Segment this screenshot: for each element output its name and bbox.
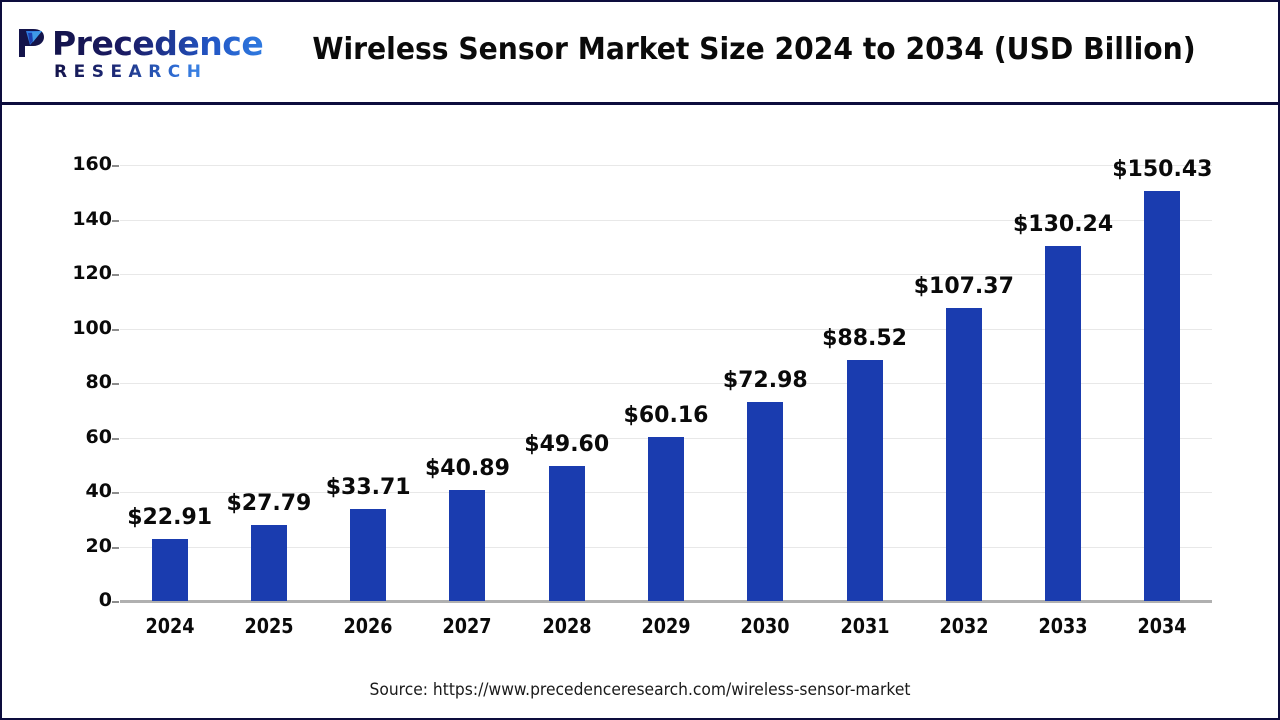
y-axis-tick-label: 20	[85, 534, 112, 557]
bar-value-label: $60.16	[623, 403, 709, 429]
precedence-research-logo: Precedence RESEARCH	[16, 24, 264, 86]
bar-value-label: $33.71	[325, 475, 411, 501]
x-axis-tick-label: 2033	[1038, 614, 1088, 638]
x-axis-tick-label: 2026	[343, 614, 393, 638]
bar	[548, 465, 585, 601]
gridline	[120, 383, 1212, 384]
bar	[350, 509, 387, 601]
bar-value-label: $27.79	[226, 491, 312, 517]
bar	[1144, 191, 1181, 601]
precedence-p-arrow-icon	[16, 26, 52, 60]
bar-value-label: $130.24	[1012, 212, 1114, 238]
y-axis-labels: 0 20 40 60 80 100 120 140 160	[40, 2, 112, 718]
bar-value-label: $150.43	[1112, 157, 1213, 183]
bar	[449, 489, 486, 601]
bar-series: $22.91 $27.79 $33.71 $40.89 $49.60 $60.16 $72.…	[120, 157, 1212, 601]
chart-header: Precedence RESEARCH Wireless Sensor Mark…	[2, 2, 1278, 105]
bar	[250, 525, 287, 601]
y-axis-tick-label: 0	[98, 589, 112, 611]
y-axis-tick-label: 60	[85, 425, 112, 448]
gridline	[120, 274, 1212, 275]
logo-subtitle: RESEARCH	[54, 62, 208, 82]
page-title: Wireless Sensor Market Size 2024 to 2034…	[312, 32, 1196, 67]
bar	[945, 308, 982, 601]
y-axis-tick-label: 120	[72, 262, 112, 284]
y-axis-tick-mark	[112, 437, 119, 440]
x-axis-tick-label: 2031	[840, 614, 890, 638]
y-axis-tick-label: 140	[72, 207, 112, 230]
logo-wordmark: Precedence	[52, 24, 264, 63]
x-axis-tick-label: 2029	[641, 614, 691, 638]
x-axis-tick-label: 2030	[740, 614, 790, 638]
x-axis-line	[120, 600, 1212, 603]
y-axis-tick-label: 160	[72, 153, 112, 175]
y-axis-tick-mark	[112, 165, 119, 167]
x-axis-tick-label: 2032	[939, 614, 989, 638]
bar	[747, 402, 784, 601]
y-axis-tick-mark	[112, 383, 119, 385]
bar-value-label: $49.60	[524, 431, 610, 457]
gridline	[120, 219, 1212, 221]
bar-value-label: $107.37	[913, 274, 1014, 300]
y-axis-tick-label: 80	[85, 371, 112, 393]
bar	[151, 538, 188, 601]
gridline	[120, 328, 1212, 330]
y-axis-tick-mark	[112, 328, 119, 331]
y-axis-tick-mark	[112, 274, 119, 276]
x-axis-tick-label: 2028	[542, 614, 592, 638]
y-axis-tick-mark	[112, 546, 119, 549]
bar	[1045, 246, 1082, 601]
bar	[846, 359, 883, 601]
x-axis-tick-label: 2027	[442, 614, 492, 638]
bar-value-label: $72.98	[722, 368, 808, 394]
bar-value-label: $22.91	[127, 504, 213, 530]
bar-value-label: $88.52	[822, 325, 907, 351]
source-caption: Source: https://www.precedenceresearch.c…	[369, 680, 911, 699]
y-axis-tick-label: 100	[72, 316, 112, 339]
bar-value-label: $40.89	[425, 455, 510, 481]
x-axis-tick-label: 2025	[244, 614, 294, 638]
y-axis-tick-mark	[112, 219, 119, 222]
gridline	[120, 165, 1212, 166]
bar	[648, 437, 684, 601]
y-axis-tick-label: 40	[85, 480, 112, 502]
x-axis-tick-label: 2024	[145, 614, 195, 638]
y-axis-tick-mark	[112, 492, 119, 494]
y-axis-tick-mark	[112, 601, 119, 603]
x-axis-tick-label: 2034	[1137, 614, 1187, 638]
